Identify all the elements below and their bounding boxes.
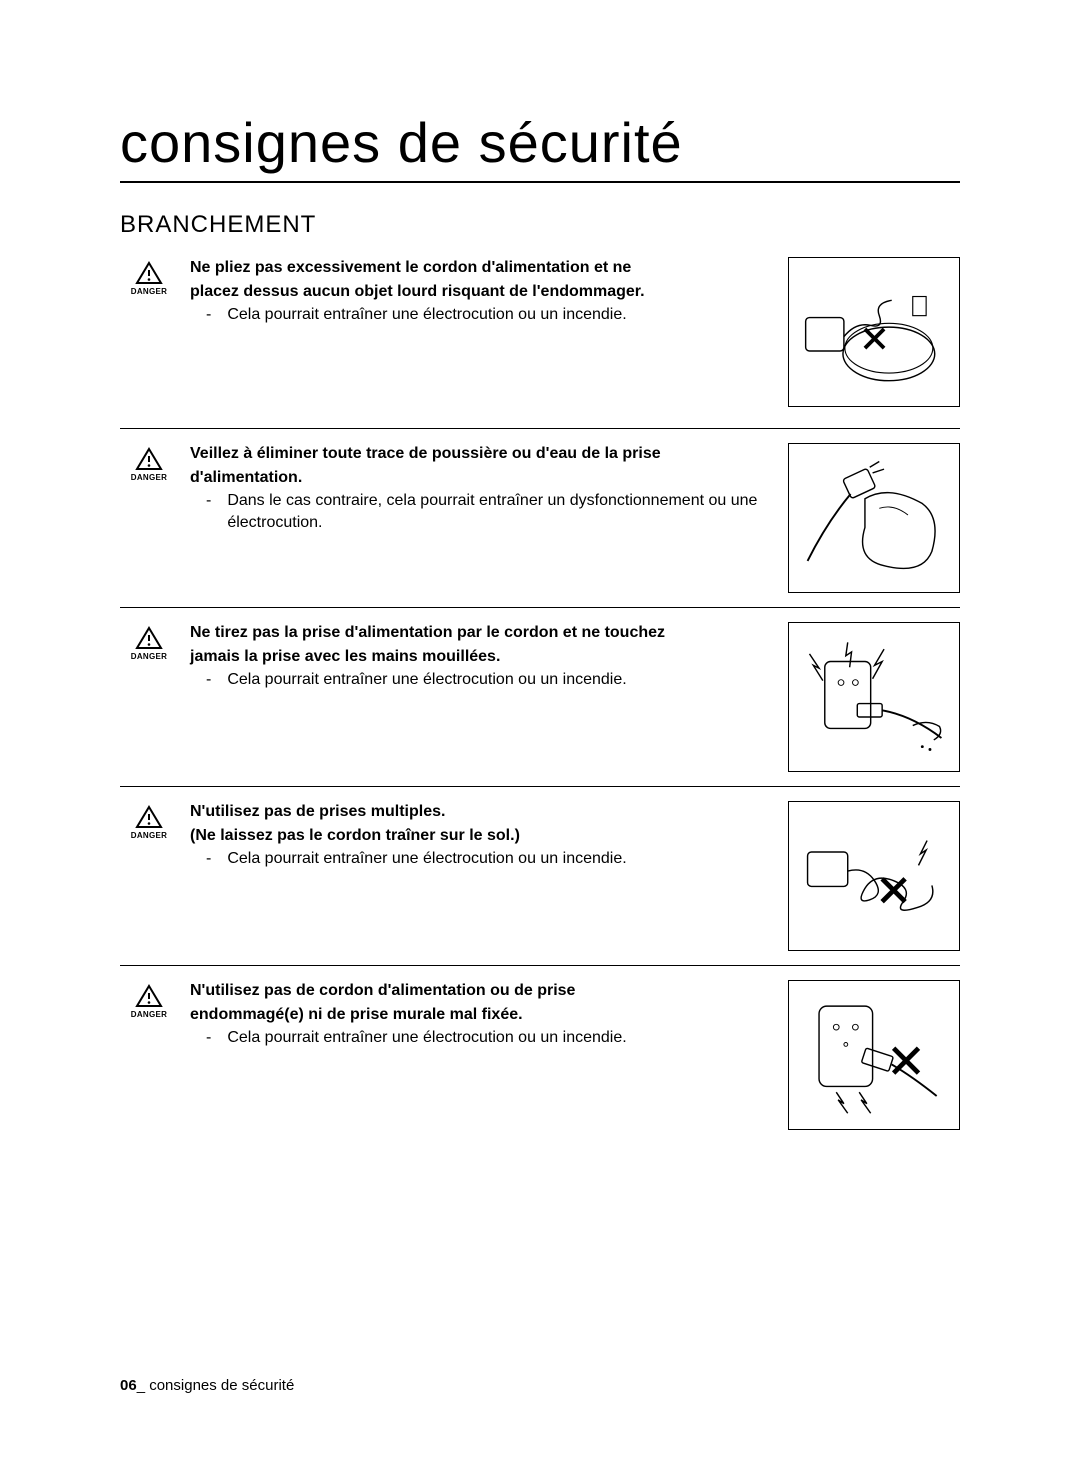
warning-bullet: - Cela pourrait entraîner une électrocut… — [190, 848, 764, 870]
wet-hand-plug-illustration-icon — [798, 634, 951, 760]
bullet-dash: - — [206, 490, 211, 533]
warning-bold-line-1: Ne pliez pas excessivement le cordon d'a… — [190, 257, 764, 279]
danger-indicator: DANGER — [120, 622, 178, 661]
warning-bold-line-2: placez dessus aucun objet lourd risquant… — [190, 281, 764, 303]
danger-label: DANGER — [131, 473, 167, 482]
footer-text: consignes de sécurité — [149, 1377, 294, 1394]
warning-bold-line-2: (Ne laissez pas le cordon traîner sur le… — [190, 825, 764, 847]
safety-section-1: DANGER Ne pliez pas excessivement le cor… — [120, 257, 960, 429]
warning-text: Ne pliez pas excessivement le cordon d'a… — [190, 257, 776, 326]
warning-triangle-icon — [135, 261, 163, 285]
danger-indicator: DANGER — [120, 257, 178, 296]
warning-bullet: - Cela pourrait entraîner une électrocut… — [190, 1027, 764, 1049]
footer-separator: _ — [137, 1377, 150, 1394]
bullet-text: Cela pourrait entraîner une électrocutio… — [227, 848, 626, 870]
danger-label: DANGER — [131, 1010, 167, 1019]
bullet-dash: - — [206, 669, 211, 691]
illustration-box — [788, 257, 960, 407]
danger-label: DANGER — [131, 831, 167, 840]
danger-indicator: DANGER — [120, 801, 178, 840]
damaged-outlet-illustration-icon — [798, 992, 951, 1118]
warning-bold-line-2: endommagé(e) ni de prise murale mal fixé… — [190, 1004, 764, 1026]
safety-section-4: DANGER N'utilisez pas de prises multiple… — [120, 787, 960, 966]
bullet-text: Cela pourrait entraîner une électrocutio… — [227, 669, 626, 691]
illustration-box — [788, 980, 960, 1130]
safety-section-5: DANGER N'utilisez pas de cordon d'alimen… — [120, 966, 960, 1144]
bullet-dash: - — [206, 848, 211, 870]
multi-plug-illustration-icon — [798, 813, 951, 939]
warning-triangle-icon — [135, 805, 163, 829]
warning-bullet: - Cela pourrait entraîner une électrocut… — [190, 304, 764, 326]
illustration-box — [788, 801, 960, 951]
warning-triangle-icon — [135, 984, 163, 1008]
cord-bend-illustration-icon — [798, 269, 951, 395]
bullet-text: Dans le cas contraire, cela pourrait ent… — [227, 490, 764, 533]
illustration-box — [788, 443, 960, 593]
warning-bullet: - Dans le cas contraire, cela pourrait e… — [190, 490, 764, 533]
warning-bold-line-2: d'alimentation. — [190, 467, 764, 489]
warning-text: N'utilisez pas de prises multiples. (Ne … — [190, 801, 776, 870]
bullet-dash: - — [206, 304, 211, 326]
danger-label: DANGER — [131, 652, 167, 661]
warning-bold-line-2: jamais la prise avec les mains mouillées… — [190, 646, 764, 668]
danger-label: DANGER — [131, 287, 167, 296]
warning-triangle-icon — [135, 626, 163, 650]
warning-text: N'utilisez pas de cordon d'alimentation … — [190, 980, 776, 1049]
bullet-text: Cela pourrait entraîner une électrocutio… — [227, 304, 626, 326]
illustration-box — [788, 622, 960, 772]
warning-bold-line-1: Veillez à éliminer toute trace de poussi… — [190, 443, 764, 465]
warning-triangle-icon — [135, 447, 163, 471]
page-title: consignes de sécurité — [120, 110, 960, 183]
danger-indicator: DANGER — [120, 443, 178, 482]
warning-bold-line-1: N'utilisez pas de prises multiples. — [190, 801, 764, 823]
page-content: consignes de sécurité BRANCHEMENT DANGER… — [0, 0, 1080, 1144]
footer-page-number: 06 — [120, 1377, 137, 1394]
warning-text: Ne tirez pas la prise d'alimentation par… — [190, 622, 776, 691]
bullet-text: Cela pourrait entraîner une électrocutio… — [227, 1027, 626, 1049]
section-subheading: BRANCHEMENT — [120, 211, 960, 239]
bullet-dash: - — [206, 1027, 211, 1049]
danger-indicator: DANGER — [120, 980, 178, 1019]
wipe-plug-illustration-icon — [798, 455, 951, 581]
safety-section-3: DANGER Ne tirez pas la prise d'alimentat… — [120, 608, 960, 787]
safety-section-2: DANGER Veillez à éliminer toute trace de… — [120, 429, 960, 608]
warning-bold-line-1: N'utilisez pas de cordon d'alimentation … — [190, 980, 764, 1002]
warning-bullet: - Cela pourrait entraîner une électrocut… — [190, 669, 764, 691]
page-footer: 06_ consignes de sécurité — [120, 1377, 294, 1394]
warning-bold-line-1: Ne tirez pas la prise d'alimentation par… — [190, 622, 764, 644]
warning-text: Veillez à éliminer toute trace de poussi… — [190, 443, 776, 533]
